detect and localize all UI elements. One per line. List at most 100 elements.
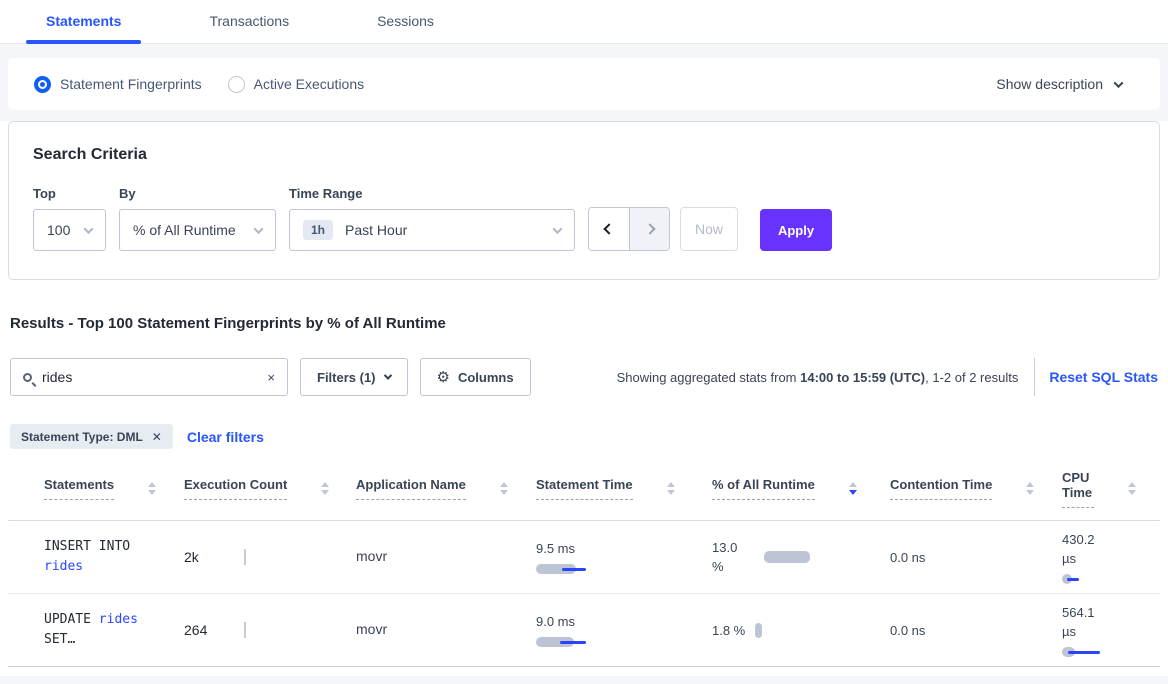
search-box[interactable]: ×: [10, 358, 288, 396]
search-input[interactable]: [42, 369, 268, 385]
execution-count-bar: [244, 622, 246, 638]
sort-icon[interactable]: [321, 482, 330, 495]
header-cpu-time: CPU Time: [1062, 470, 1136, 508]
chevron-down-icon: [253, 223, 264, 234]
search-icon: [23, 372, 32, 382]
execution-count-cell: 2k: [184, 549, 356, 565]
divider: [1034, 358, 1036, 396]
next-time-button[interactable]: [629, 208, 669, 250]
top-label: Top: [33, 186, 56, 201]
time-range-select[interactable]: 1h Past Hour: [289, 209, 575, 251]
search-criteria-form: Top 100 By % of All Runtime Time Range 1…: [33, 186, 1135, 251]
radio-label: Active Executions: [253, 76, 365, 92]
time-range-label: Time Range: [289, 186, 363, 201]
radio-statement-fingerprints[interactable]: Statement Fingerprints: [34, 75, 202, 93]
statement-time-bar: [536, 636, 596, 648]
statement-time-cell: 9.0 ms: [536, 612, 712, 648]
time-range-badge: 1h: [303, 220, 334, 240]
runtime-pct-cell: 1.8 %: [712, 621, 890, 640]
contention-time-cell: 0.0 ns: [890, 622, 926, 638]
table-row: UPDATE rides SET… 264 movr 9.0 ms 1.8 % …: [8, 594, 1160, 667]
chevron-left-icon: [603, 223, 615, 235]
columns-button[interactable]: ⚙ Columns: [419, 358, 531, 396]
filters-button[interactable]: Filters (1): [300, 358, 408, 396]
clear-search-icon[interactable]: ×: [267, 369, 275, 385]
columns-label: Columns: [457, 369, 514, 385]
application-name-cell: movr: [356, 548, 388, 564]
sort-icon[interactable]: [148, 482, 157, 495]
now-button[interactable]: Now: [680, 207, 738, 251]
header-statements: Statements: [44, 477, 184, 500]
view-toggle-bar: Statement Fingerprints Active Executions…: [8, 58, 1160, 110]
apply-button[interactable]: Apply: [760, 209, 832, 251]
chevron-down-icon: [552, 223, 563, 234]
by-label: By: [119, 186, 136, 201]
clear-filters-link[interactable]: Clear filters: [186, 428, 264, 445]
filter-chip-statement-type: Statement Type: DML ✕: [10, 424, 173, 449]
filter-chip-label: Statement Type: DML: [21, 429, 143, 444]
header-statement-time: Statement Time: [536, 477, 712, 500]
page-bottom-strip: [0, 676, 1168, 684]
show-description-label: Show description: [996, 76, 1103, 92]
radio-active-executions[interactable]: Active Executions: [227, 75, 365, 93]
sort-icon[interactable]: [666, 482, 675, 495]
filters-label: Filters (1): [317, 369, 376, 385]
radio-unselected-icon[interactable]: [227, 75, 245, 93]
table-row: INSERT INTO rides 2k movr 9.5 ms 13.0 % …: [8, 521, 1160, 594]
grey-band: Statement Fingerprints Active Executions…: [0, 44, 1168, 121]
statement-link[interactable]: rides: [44, 559, 84, 574]
radio-label: Statement Fingerprints: [60, 76, 202, 92]
cpu-time-bar: [1062, 646, 1112, 658]
statement-cell: UPDATE rides SET…: [44, 612, 138, 647]
results-heading: Results - Top 100 Statement Fingerprints…: [10, 315, 446, 332]
table-header-row: Statements Execution Count Application N…: [8, 457, 1160, 521]
statement-time-cell: 9.5 ms: [536, 539, 712, 575]
sort-icon[interactable]: [499, 482, 508, 495]
show-description-toggle[interactable]: Show description: [996, 76, 1124, 92]
prev-time-button[interactable]: [589, 208, 629, 250]
cpu-time-cell: 564.1 µs: [1062, 603, 1136, 658]
filter-chip-row: Statement Type: DML ✕ Clear filters: [10, 424, 1158, 449]
chevron-down-icon: [383, 371, 392, 380]
header-application-name: Application Name: [356, 477, 536, 500]
statement-cell: INSERT INTO rides: [44, 539, 131, 574]
sort-icon[interactable]: [1128, 482, 1136, 495]
sort-icon-active-desc[interactable]: [848, 482, 857, 495]
chevron-right-icon: [643, 223, 656, 235]
remove-filter-icon[interactable]: ✕: [151, 429, 162, 444]
time-range-value: Past Hour: [345, 222, 408, 238]
radio-selected-icon[interactable]: [34, 75, 51, 93]
top-value: 100: [47, 222, 71, 238]
runtime-pct-cell: 13.0 %: [712, 538, 890, 576]
aggregated-stats-text: Showing aggregated stats from 14:00 to 1…: [616, 369, 1019, 385]
gear-icon: ⚙: [436, 368, 450, 386]
top-field: Top 100: [33, 186, 106, 251]
tab-statements[interactable]: Statements: [26, 1, 142, 44]
reset-sql-stats-link[interactable]: Reset SQL Stats: [1049, 369, 1158, 385]
by-field: By % of All Runtime: [119, 186, 276, 251]
time-range-field: Time Range 1h Past Hour: [289, 186, 575, 251]
statement-time-bar: [536, 563, 596, 575]
cpu-time-bar: [1062, 573, 1102, 585]
tab-transactions[interactable]: Transactions: [209, 13, 290, 29]
runtime-pct-bar: [755, 622, 763, 638]
top-tabs: Statements Transactions Sessions: [0, 0, 1168, 44]
chevron-down-icon: [1113, 77, 1124, 88]
by-select[interactable]: % of All Runtime: [119, 209, 276, 251]
sort-icon[interactable]: [1026, 482, 1035, 495]
chevron-down-icon: [83, 223, 94, 234]
runtime-pct-bar: [764, 551, 810, 563]
cpu-time-cell: 430.2 µs: [1062, 530, 1136, 585]
stats-time-range: 14:00 to 15:59 (UTC): [800, 369, 926, 385]
header-runtime-pct: % of All Runtime: [712, 477, 890, 500]
header-contention-time: Contention Time: [890, 477, 1062, 500]
header-execution-count: Execution Count: [184, 477, 356, 500]
statement-link[interactable]: rides: [98, 612, 138, 627]
search-criteria-title: Search Criteria: [33, 146, 147, 163]
tab-sessions[interactable]: Sessions: [377, 13, 434, 29]
execution-count-cell: 264: [184, 622, 356, 638]
time-nav-group: [588, 207, 670, 251]
by-value: % of All Runtime: [133, 222, 236, 238]
results-controls-row: × Filters (1) ⚙ Columns Showing aggregat…: [10, 358, 1158, 396]
top-select[interactable]: 100: [33, 209, 106, 251]
